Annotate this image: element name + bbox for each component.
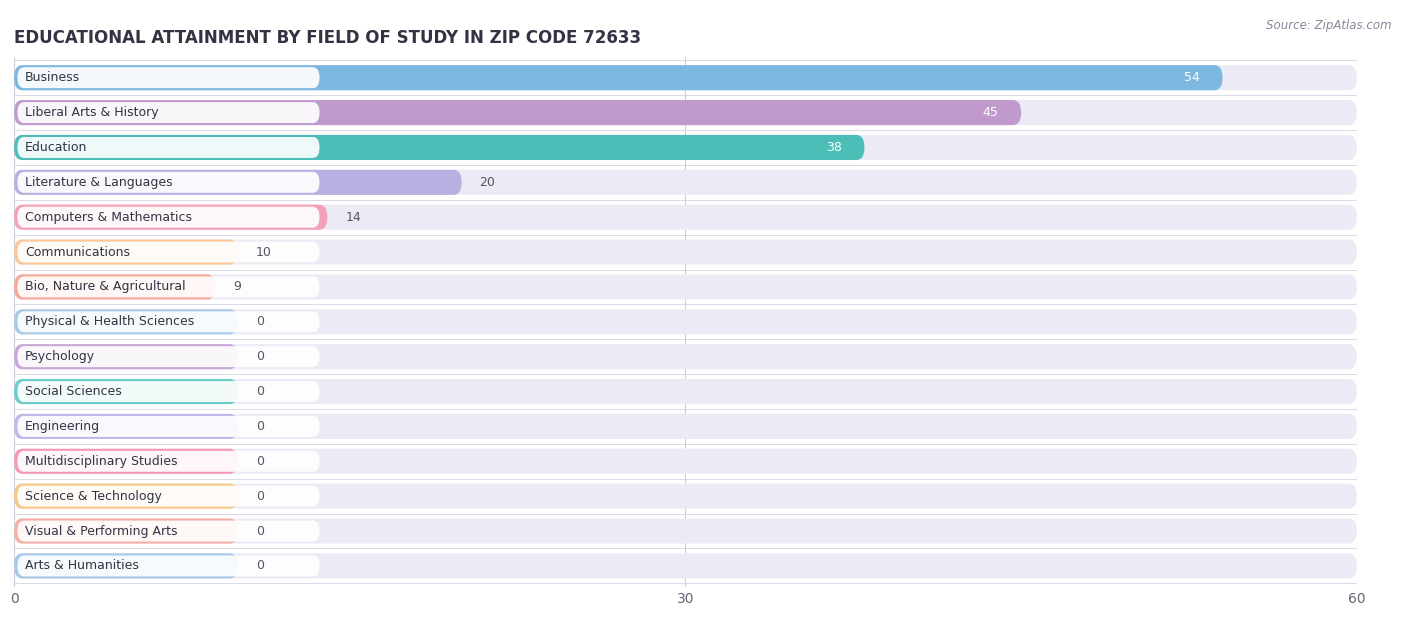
Text: 0: 0 xyxy=(256,560,264,572)
Text: 54: 54 xyxy=(1184,71,1201,84)
FancyBboxPatch shape xyxy=(14,483,1357,509)
FancyBboxPatch shape xyxy=(14,170,461,195)
Text: Bio, Nature & Agricultural: Bio, Nature & Agricultural xyxy=(25,280,186,293)
Text: 0: 0 xyxy=(256,524,264,538)
Text: Communications: Communications xyxy=(25,245,131,259)
FancyBboxPatch shape xyxy=(17,68,319,88)
FancyBboxPatch shape xyxy=(14,170,1357,195)
FancyBboxPatch shape xyxy=(14,204,1357,230)
Text: Source: ZipAtlas.com: Source: ZipAtlas.com xyxy=(1267,19,1392,32)
FancyBboxPatch shape xyxy=(14,135,1357,160)
FancyBboxPatch shape xyxy=(14,309,1357,334)
Text: Arts & Humanities: Arts & Humanities xyxy=(25,560,139,572)
Text: Literature & Languages: Literature & Languages xyxy=(25,176,173,189)
FancyBboxPatch shape xyxy=(14,100,1021,125)
FancyBboxPatch shape xyxy=(17,276,319,297)
FancyBboxPatch shape xyxy=(14,553,1357,579)
Text: 0: 0 xyxy=(256,455,264,468)
Text: 38: 38 xyxy=(827,141,842,154)
FancyBboxPatch shape xyxy=(14,65,1222,90)
FancyBboxPatch shape xyxy=(14,449,1357,474)
Text: 0: 0 xyxy=(256,316,264,328)
FancyBboxPatch shape xyxy=(14,414,1357,439)
Text: 20: 20 xyxy=(479,176,495,189)
Text: Computers & Mathematics: Computers & Mathematics xyxy=(25,211,193,224)
Text: 0: 0 xyxy=(256,350,264,363)
Text: 14: 14 xyxy=(346,211,361,224)
FancyBboxPatch shape xyxy=(14,379,1357,404)
FancyBboxPatch shape xyxy=(17,416,319,437)
Text: Liberal Arts & History: Liberal Arts & History xyxy=(25,106,159,119)
Text: 9: 9 xyxy=(233,280,242,293)
FancyBboxPatch shape xyxy=(17,381,319,402)
FancyBboxPatch shape xyxy=(17,451,319,472)
Text: Engineering: Engineering xyxy=(25,420,100,433)
FancyBboxPatch shape xyxy=(17,486,319,507)
FancyBboxPatch shape xyxy=(17,346,319,367)
FancyBboxPatch shape xyxy=(14,274,1357,300)
FancyBboxPatch shape xyxy=(17,137,319,158)
Text: 0: 0 xyxy=(256,385,264,398)
FancyBboxPatch shape xyxy=(17,311,319,333)
FancyBboxPatch shape xyxy=(14,344,238,369)
FancyBboxPatch shape xyxy=(14,240,238,264)
Text: Psychology: Psychology xyxy=(25,350,96,363)
FancyBboxPatch shape xyxy=(17,242,319,262)
FancyBboxPatch shape xyxy=(14,553,238,579)
FancyBboxPatch shape xyxy=(14,100,1357,125)
Text: Physical & Health Sciences: Physical & Health Sciences xyxy=(25,316,194,328)
Text: Visual & Performing Arts: Visual & Performing Arts xyxy=(25,524,177,538)
Text: EDUCATIONAL ATTAINMENT BY FIELD OF STUDY IN ZIP CODE 72633: EDUCATIONAL ATTAINMENT BY FIELD OF STUDY… xyxy=(14,29,641,47)
Text: 0: 0 xyxy=(256,420,264,433)
FancyBboxPatch shape xyxy=(17,172,319,193)
FancyBboxPatch shape xyxy=(14,274,215,300)
FancyBboxPatch shape xyxy=(14,204,328,230)
FancyBboxPatch shape xyxy=(17,102,319,123)
Text: 10: 10 xyxy=(256,245,271,259)
FancyBboxPatch shape xyxy=(14,519,1357,543)
FancyBboxPatch shape xyxy=(17,521,319,541)
FancyBboxPatch shape xyxy=(14,483,238,509)
FancyBboxPatch shape xyxy=(17,555,319,576)
Text: Business: Business xyxy=(25,71,80,84)
Text: Education: Education xyxy=(25,141,87,154)
FancyBboxPatch shape xyxy=(14,309,238,334)
FancyBboxPatch shape xyxy=(14,135,865,160)
FancyBboxPatch shape xyxy=(14,65,1357,90)
Text: Science & Technology: Science & Technology xyxy=(25,490,162,503)
FancyBboxPatch shape xyxy=(14,414,238,439)
FancyBboxPatch shape xyxy=(14,379,238,404)
FancyBboxPatch shape xyxy=(14,519,238,543)
FancyBboxPatch shape xyxy=(17,207,319,228)
Text: 0: 0 xyxy=(256,490,264,503)
Text: Social Sciences: Social Sciences xyxy=(25,385,122,398)
Text: Multidisciplinary Studies: Multidisciplinary Studies xyxy=(25,455,177,468)
FancyBboxPatch shape xyxy=(14,449,238,474)
FancyBboxPatch shape xyxy=(14,344,1357,369)
Text: 45: 45 xyxy=(983,106,998,119)
FancyBboxPatch shape xyxy=(14,240,1357,264)
